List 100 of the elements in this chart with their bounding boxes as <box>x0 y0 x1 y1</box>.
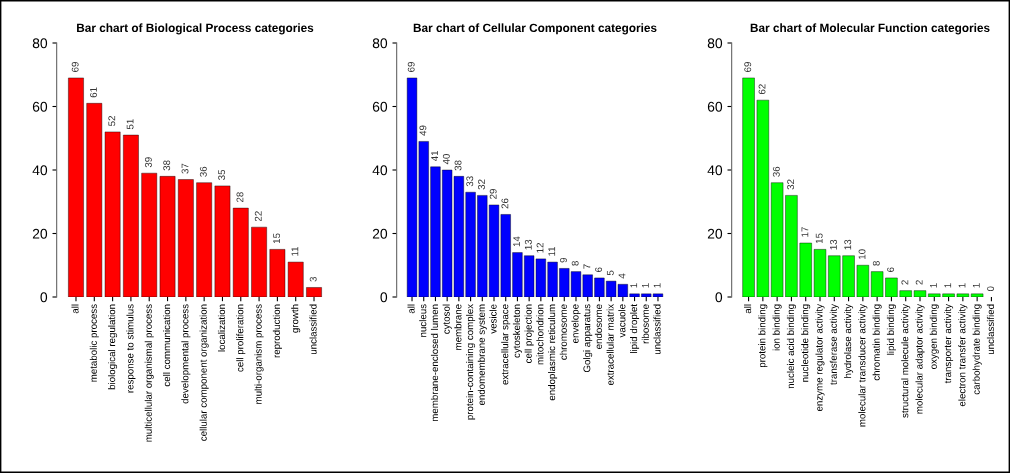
data-label: 1 <box>630 283 638 288</box>
x-tick-label: cell projection <box>524 304 534 363</box>
x-tick-label: lipid droplet <box>630 304 640 354</box>
x-tick-label: vacuole <box>618 304 626 338</box>
y-tick-label: 60 <box>707 101 723 112</box>
x-tick-label: molecular transducer activity <box>858 303 868 427</box>
x-tick-label: protein binding <box>758 304 768 368</box>
data-label: 29 <box>489 189 497 199</box>
x-tick-label: nucleus <box>419 304 427 337</box>
bar <box>214 185 231 297</box>
y-tick-label: 0 <box>40 292 48 303</box>
x-tick-label: transporter activity <box>944 303 954 384</box>
y-tick-label: 20 <box>372 228 388 239</box>
bar <box>232 207 249 297</box>
x-tick-label: developmental process <box>181 304 191 404</box>
data-label: 28 <box>236 192 244 203</box>
data-label: 13 <box>844 239 852 250</box>
data-label: 0 <box>987 286 995 292</box>
data-label: 11 <box>548 246 556 256</box>
data-label: 2 <box>915 280 923 285</box>
x-tick-label: unclassified <box>309 304 317 355</box>
y-tick-label: 40 <box>372 165 388 176</box>
data-label: 1 <box>653 283 661 288</box>
x-tick-label: chromatin binding <box>872 304 882 381</box>
x-tick-label: envelope <box>571 304 581 343</box>
x-tick-label: cytosol <box>442 304 452 334</box>
chart-title: Bar chart of Cellular Component categories <box>413 23 657 35</box>
data-label: 69 <box>744 62 752 72</box>
chart-title: Bar chart of Biological Process categories <box>77 23 314 35</box>
data-label: 35 <box>218 169 226 180</box>
data-label: 38 <box>163 160 171 171</box>
bar <box>971 293 984 297</box>
data-label: 13 <box>524 239 532 250</box>
x-tick-label: multicellular organismal process <box>144 304 154 442</box>
y-tick-label: 40 <box>32 165 48 176</box>
x-tick-label: chromosome <box>559 304 567 360</box>
x-tick-label: response to stimulus <box>126 304 136 393</box>
data-label: 15 <box>815 233 823 244</box>
data-label: 37 <box>181 163 189 174</box>
data-label: 62 <box>758 84 766 95</box>
bar <box>68 77 84 297</box>
y-tick-label: 60 <box>32 101 48 112</box>
data-label: 1 <box>972 283 980 288</box>
bar <box>159 176 176 297</box>
data-label: 69 <box>407 62 415 72</box>
x-tick-label: structural molecule activity <box>901 303 911 418</box>
data-label: 1 <box>958 283 966 288</box>
y-tick-label: 0 <box>380 292 388 303</box>
data-label: 39 <box>144 157 152 168</box>
x-tick-label: localization <box>217 304 226 352</box>
y-tick-label: 80 <box>707 38 723 49</box>
data-label: 1 <box>642 283 649 288</box>
data-label: 6 <box>595 267 603 272</box>
bar <box>123 134 139 297</box>
data-label: 10 <box>858 249 866 259</box>
data-label: 40 <box>442 154 450 165</box>
data-label: 11 <box>291 246 299 256</box>
x-tick-label: oxygen binding <box>929 304 939 369</box>
bar <box>196 182 212 297</box>
x-tick-label: endosome <box>594 304 603 349</box>
data-label: 36 <box>199 166 207 177</box>
data-label: 38 <box>454 160 462 171</box>
y-tick-label: 0 <box>715 292 723 303</box>
data-label: 41 <box>431 150 438 162</box>
x-tick-label: cytoskeleton <box>512 304 522 358</box>
x-tick-label: cellular component organization <box>199 304 209 441</box>
data-label: 7 <box>583 264 591 269</box>
x-tick-label: ion binding <box>772 304 782 351</box>
data-label: 8 <box>571 261 579 266</box>
x-tick-label: growth <box>291 304 301 333</box>
x-tick-label: transferase activity <box>829 303 839 385</box>
y-tick-label: 80 <box>32 38 48 49</box>
x-tick-label: multi-organism process <box>254 304 264 404</box>
data-label: 1 <box>944 283 952 288</box>
x-tick-label: membrane-enclosed lumen <box>430 304 439 422</box>
data-label: 32 <box>478 179 485 190</box>
x-tick-label: ribosome <box>641 304 649 344</box>
x-tick-label: vesicle <box>489 304 497 334</box>
x-tick-label: endomembrane system <box>477 304 487 406</box>
data-label: 51 <box>126 119 134 130</box>
x-tick-label: all <box>71 304 79 314</box>
x-tick-label: extracellular matrix <box>606 304 614 386</box>
x-tick-label: hydrolase activity <box>844 303 854 378</box>
x-tick-label: electron transfer activity <box>958 303 968 407</box>
x-tick-label: cell proliferation <box>236 304 246 372</box>
y-tick-label: 20 <box>707 228 723 239</box>
data-label: 8 <box>872 261 880 266</box>
x-tick-label: mitochondrion <box>536 304 544 365</box>
x-tick-label: biological regulation <box>108 304 118 390</box>
x-tick-label: unclassified <box>653 304 661 355</box>
y-tick-label: 40 <box>707 165 723 176</box>
data-label: 1 <box>930 283 937 288</box>
x-tick-label: protein-containing complex <box>466 304 476 420</box>
bar <box>251 226 267 297</box>
data-label: 15 <box>273 233 280 244</box>
data-label: 61 <box>90 87 97 98</box>
x-tick-label: Golgi apparatus <box>583 304 593 373</box>
data-label: 3 <box>309 276 317 282</box>
data-label: 33 <box>466 176 474 187</box>
x-tick-label: all <box>407 304 415 314</box>
